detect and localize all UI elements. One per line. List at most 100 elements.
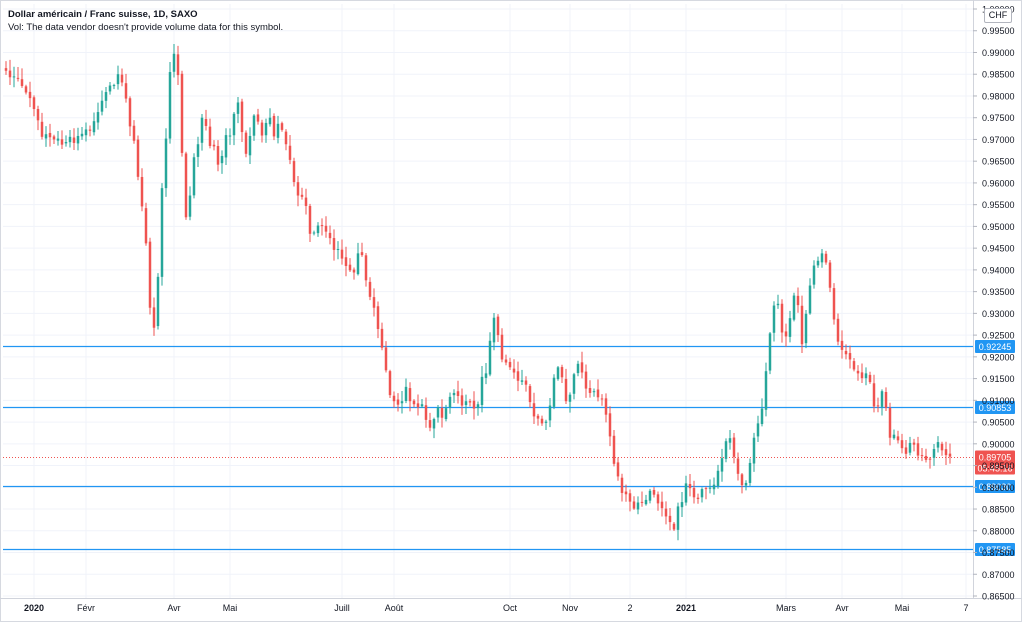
candle-body: [916, 443, 920, 456]
x-tick-label: Avr: [167, 603, 180, 613]
candle-body: [36, 109, 40, 121]
candle-body: [856, 370, 860, 374]
y-tick-label: 0.95000: [982, 222, 1015, 232]
candle-body: [476, 404, 480, 409]
candle-body: [804, 313, 808, 344]
candle-body: [596, 389, 600, 398]
candle-body: [40, 121, 44, 137]
candle-body: [252, 115, 256, 136]
candle-body: [416, 403, 420, 408]
candle-body: [292, 161, 296, 183]
candle-body: [280, 123, 284, 130]
x-tick-label: Août: [385, 603, 404, 613]
candle-body: [568, 394, 572, 402]
candle-body: [12, 76, 16, 78]
candle-body: [420, 404, 424, 407]
candle-body: [824, 253, 828, 263]
candle-body: [244, 132, 248, 154]
candle-body: [792, 295, 796, 320]
last-price-tag: [975, 450, 1015, 475]
x-tick-label: Févr: [77, 603, 95, 613]
y-tick-label: 0.89500: [982, 461, 1015, 471]
candle-body: [144, 208, 148, 244]
candle-body: [432, 419, 436, 429]
candle-body: [124, 83, 128, 99]
candle-body: [272, 115, 276, 137]
candle-body: [348, 264, 352, 271]
candle-body: [848, 353, 852, 360]
candle-body: [844, 350, 848, 355]
y-tick-label: 0.94500: [982, 244, 1015, 254]
candle-body: [708, 487, 712, 489]
grid: [3, 4, 973, 598]
candle-body: [812, 265, 816, 285]
y-tick-label: 0.91500: [982, 374, 1015, 384]
y-tick-label: 0.93000: [982, 309, 1015, 319]
candle-body: [464, 401, 468, 406]
y-tick-label: 0.90500: [982, 418, 1015, 428]
candle-body: [668, 515, 672, 523]
candle-body: [608, 413, 612, 437]
candle-body: [184, 153, 188, 218]
candle-body: [576, 363, 580, 374]
candle-body: [800, 305, 804, 345]
candle-body: [580, 362, 584, 373]
candle-body: [904, 447, 908, 454]
candle-body: [736, 458, 740, 474]
candle-body: [24, 86, 28, 93]
candle-body: [612, 435, 616, 464]
candle-body: [72, 137, 76, 143]
y-tick-label: 0.97500: [982, 113, 1015, 123]
candle-body: [664, 508, 668, 517]
currency-button[interactable]: CHF: [984, 8, 1012, 23]
candle-body: [660, 501, 664, 509]
candle-body: [748, 462, 752, 483]
candle-body: [940, 443, 944, 451]
candle-body: [336, 249, 340, 251]
candle-body: [936, 442, 940, 448]
candle-body: [584, 371, 588, 389]
candle-body: [340, 249, 344, 259]
y-tick-label: 0.87000: [982, 570, 1015, 580]
candle-body: [436, 407, 440, 418]
candle-body: [820, 253, 824, 263]
candle-body: [516, 371, 520, 381]
candle-body: [80, 133, 84, 137]
candle-body: [64, 142, 68, 144]
candle-body: [520, 380, 524, 382]
y-tick-label: 0.98500: [982, 70, 1015, 80]
candle-body: [832, 288, 836, 320]
candle-body: [852, 361, 856, 370]
candle-body: [636, 502, 640, 510]
y-tick-label: 0.88000: [982, 526, 1015, 536]
candle-body: [56, 138, 60, 141]
candle-body: [728, 438, 732, 443]
candle-body: [868, 374, 872, 383]
candle-body: [864, 373, 868, 379]
candle-body: [304, 197, 308, 206]
candle-body: [96, 112, 100, 123]
candle-body: [320, 225, 324, 227]
candle-body: [944, 449, 948, 456]
candle-body: [76, 135, 80, 144]
y-tick-label: 0.93500: [982, 287, 1015, 297]
candle-body: [492, 317, 496, 343]
candle-body: [332, 238, 336, 250]
candle-body: [884, 391, 888, 408]
candle-body: [444, 408, 448, 420]
candle-body: [84, 129, 88, 136]
candle-body: [236, 102, 240, 114]
candle-body: [128, 98, 132, 127]
candle-body: [168, 72, 172, 139]
candle-body: [192, 157, 196, 196]
candle-body: [288, 145, 292, 160]
candle-body: [352, 269, 356, 273]
candle-body: [716, 470, 720, 486]
candle-body: [524, 380, 528, 385]
candle-body: [912, 442, 916, 445]
candle-body: [148, 241, 152, 308]
candle-body: [764, 371, 768, 410]
